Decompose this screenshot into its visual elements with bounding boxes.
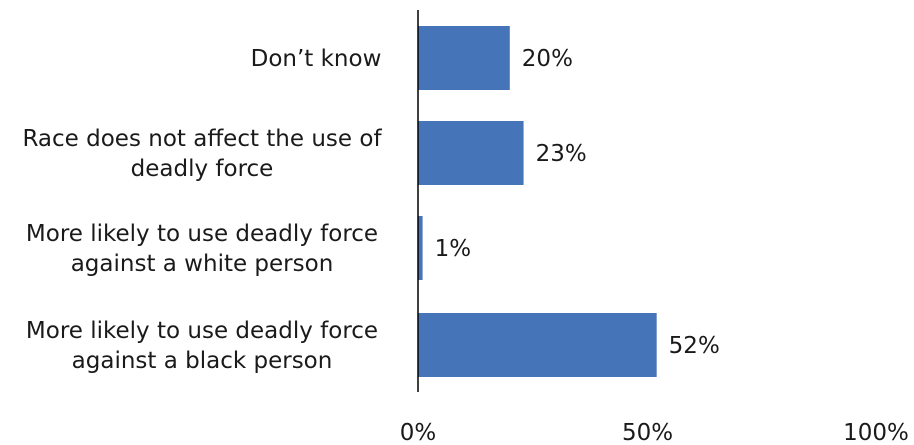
category-label-line: More likely to use deadly force (26, 221, 378, 247)
category-label-line: More likely to use deadly force (26, 318, 378, 344)
x-tick-label-1: 50% (622, 420, 673, 445)
category-label-3: More likely to use deadly force against a… (26, 318, 378, 374)
data-label-2: 1% (435, 236, 472, 262)
bar-2 (418, 216, 423, 280)
category-label-1: Race does not affect the use of deadly fo… (22, 126, 382, 182)
category-label-2: More likely to use deadly force against a… (26, 221, 378, 277)
x-tick-label-0: 0% (400, 420, 437, 445)
category-labels-group: Don’t know Race does not affect the use o… (22, 46, 382, 374)
data-label-0: 20% (522, 46, 573, 72)
category-label-line: Race does not affect the use of (22, 126, 382, 152)
bar-3 (418, 313, 657, 377)
category-label-line: Don’t know (251, 46, 382, 72)
bars-group (418, 26, 657, 377)
data-label-1: 23% (536, 141, 587, 167)
bar-0 (418, 26, 510, 90)
x-tick-labels-group: 0% 50% 100% (400, 420, 909, 445)
category-label-line: deadly force (131, 156, 274, 182)
category-label-line: against a white person (71, 251, 334, 277)
bar-1 (418, 121, 524, 185)
category-label-line: against a black person (72, 348, 333, 374)
data-label-3: 52% (669, 333, 720, 359)
x-tick-label-2: 100% (843, 420, 909, 445)
category-label-0: Don’t know (251, 46, 382, 72)
data-labels-group: 20% 23% 1% 52% (435, 46, 720, 359)
